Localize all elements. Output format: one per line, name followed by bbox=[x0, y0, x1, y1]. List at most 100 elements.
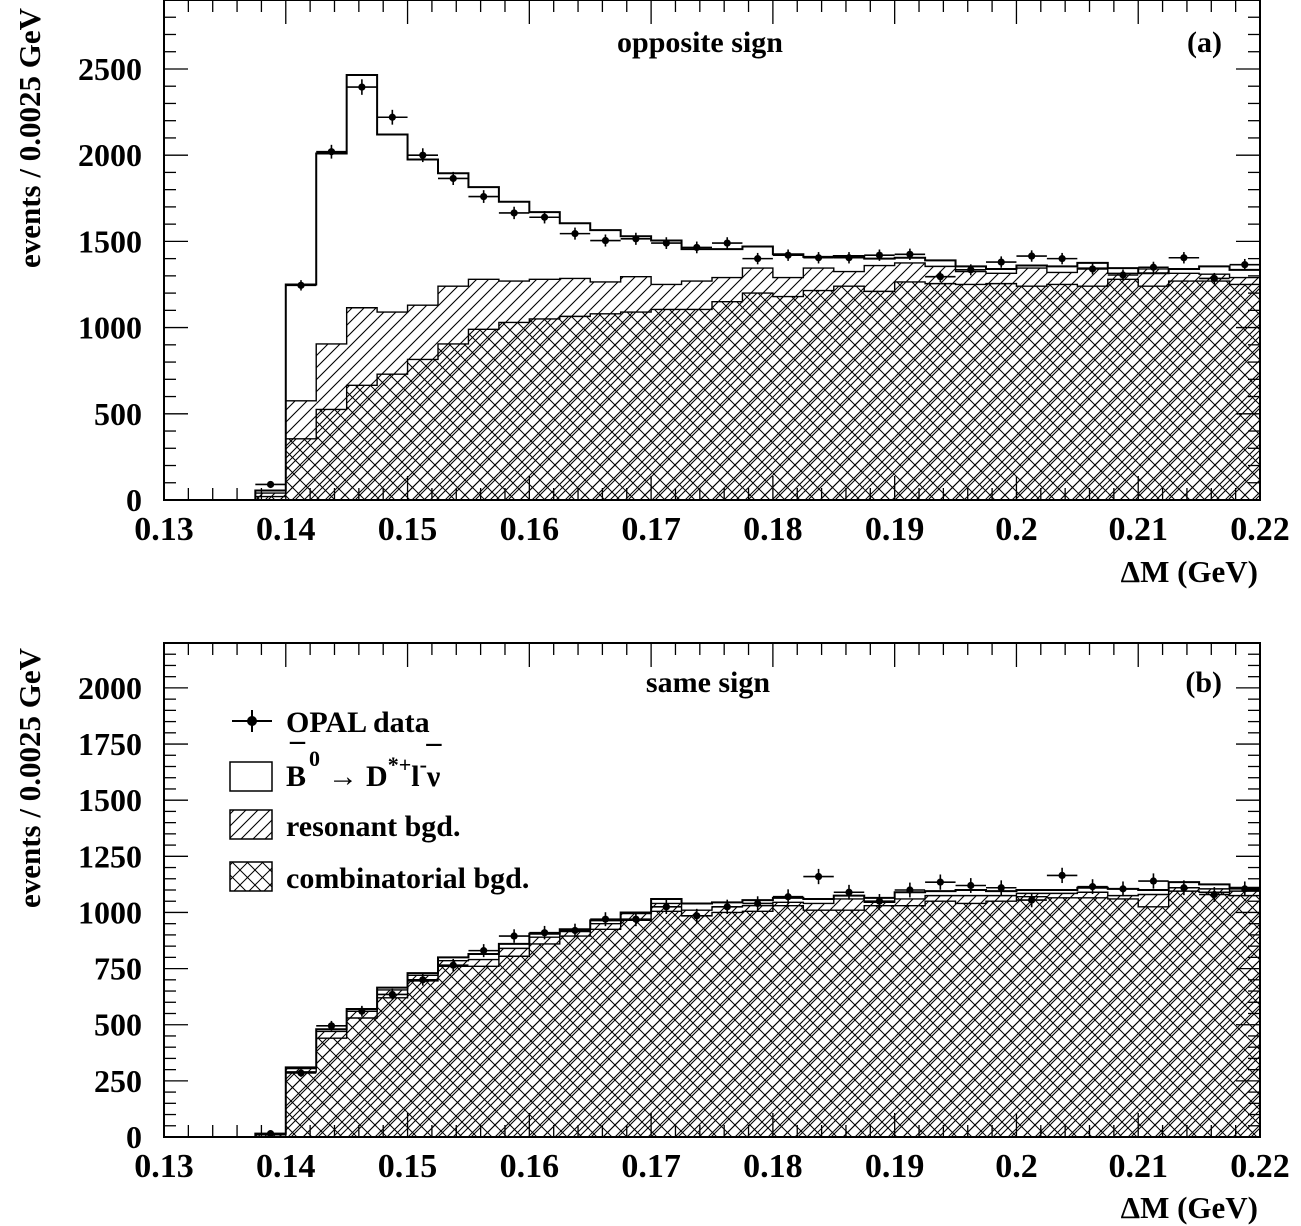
data-point bbox=[407, 148, 438, 163]
histogram-bin bbox=[468, 966, 499, 1137]
data-point bbox=[1016, 250, 1047, 262]
data-point bbox=[529, 211, 560, 224]
y-tick-label: 1000 bbox=[78, 894, 142, 930]
x-tick-label: 0.19 bbox=[865, 511, 925, 548]
data-point bbox=[620, 912, 652, 927]
data-points bbox=[255, 79, 1260, 489]
data-point bbox=[864, 894, 895, 909]
resonant-outline bbox=[254, 262, 1261, 500]
data-point bbox=[1138, 873, 1169, 889]
histogram-bin bbox=[1229, 895, 1260, 1137]
legend-label-data: OPAL data bbox=[286, 706, 430, 739]
histogram-bin bbox=[1199, 281, 1230, 500]
histogram-bin bbox=[438, 966, 469, 1137]
y-axis-title: events / 0.0025 GeV bbox=[12, 7, 47, 268]
data-point bbox=[346, 1005, 378, 1017]
legend-label-combinatorial: combinatorial bgd. bbox=[286, 862, 529, 895]
y-tick-label: 0 bbox=[126, 482, 142, 518]
histogram-bin bbox=[346, 1017, 378, 1137]
histogram-bin bbox=[529, 318, 560, 500]
y-axis-title: events / 0.0025 GeV bbox=[12, 647, 47, 908]
x-tick-label: 0.19 bbox=[865, 1148, 925, 1185]
histogram-bin bbox=[346, 385, 378, 500]
data-point bbox=[1107, 881, 1139, 897]
plot-frame bbox=[163, 0, 1261, 501]
histogram-bin bbox=[498, 956, 530, 1137]
data-point bbox=[1168, 252, 1200, 264]
x-tick-label: 0.16 bbox=[500, 511, 560, 548]
histogram-bin bbox=[894, 905, 926, 1137]
legend-label-signal: B¯ 0→ D*+l-ν¯ bbox=[286, 738, 442, 793]
x-tick-labels: 0.13 0.14 0.15 0.16 0.17 0.18 0.19 0.2 0.21 0.22 bbox=[134, 511, 1290, 548]
legend-label-resonant: resonant bgd. bbox=[286, 810, 461, 843]
y-tick-label: 2000 bbox=[78, 137, 142, 173]
data-point bbox=[377, 109, 408, 125]
data-point bbox=[1077, 263, 1108, 275]
plot-frame bbox=[163, 642, 1261, 1138]
histogram-bin bbox=[772, 296, 804, 500]
legend-item-signal: B¯ 0→ D*+l-ν¯ bbox=[229, 738, 442, 793]
y-tick-label: 1250 bbox=[78, 838, 142, 874]
data-point bbox=[285, 280, 317, 291]
x-tick-label: 0.13 bbox=[134, 1148, 194, 1185]
histogram-bin bbox=[925, 283, 956, 500]
x-tick-label: 0.2 bbox=[995, 1148, 1038, 1185]
x-tick-label: 0.22 bbox=[1230, 1148, 1290, 1185]
data-point bbox=[986, 880, 1017, 896]
histogram-bin bbox=[986, 283, 1017, 500]
histogram-bin bbox=[712, 912, 743, 1137]
x-tick-label: 0.18 bbox=[743, 1148, 803, 1185]
data-point bbox=[1199, 887, 1230, 902]
data-point bbox=[1107, 269, 1139, 281]
histogram-bin bbox=[1199, 892, 1230, 1137]
y-tick-label: 500 bbox=[94, 1007, 142, 1043]
combinatorial-outline bbox=[254, 890, 1261, 1137]
legend: OPAL data B¯ 0→ D*+l-ν¯ resonant bgd. comb… bbox=[229, 706, 529, 895]
x-axis-title: ΔM (GeV) bbox=[1121, 1190, 1258, 1225]
x-tick-label: 0.14 bbox=[256, 1148, 316, 1185]
signal-outline bbox=[254, 881, 1261, 1137]
histogram-bin bbox=[651, 309, 682, 500]
histogram-bin bbox=[742, 293, 773, 500]
axis-ticks bbox=[163, 642, 1261, 1138]
histogram-bin bbox=[1016, 286, 1047, 500]
histogram-bin bbox=[438, 343, 469, 500]
x-tick-label: 0.14 bbox=[256, 511, 316, 548]
panel-title: same sign bbox=[646, 666, 770, 699]
histogram-bin bbox=[407, 359, 438, 500]
x-tick-label: 0.15 bbox=[378, 511, 438, 548]
histogram-bin bbox=[1077, 897, 1108, 1137]
y-tick-label: 1500 bbox=[78, 223, 142, 259]
data-point bbox=[1229, 258, 1260, 271]
histogram-stack bbox=[254, 74, 1261, 501]
histogram-bin bbox=[468, 329, 499, 500]
data-point bbox=[681, 241, 712, 254]
x-axis-title: ΔM (GeV) bbox=[1121, 554, 1258, 589]
histogram-bin bbox=[255, 496, 286, 500]
histogram-bin bbox=[1138, 286, 1169, 500]
data-point bbox=[1016, 892, 1047, 908]
data-point bbox=[925, 271, 956, 283]
x-tick-label: 0.21 bbox=[1108, 1148, 1168, 1185]
histogram-bin bbox=[377, 374, 408, 500]
histogram-bin bbox=[498, 322, 530, 500]
data-point bbox=[346, 79, 378, 95]
histogram-bin bbox=[1138, 906, 1169, 1137]
data-point bbox=[255, 1130, 286, 1138]
x-tick-label: 0.21 bbox=[1108, 511, 1168, 548]
x-tick-labels: 0.13 0.14 0.15 0.16 0.17 0.18 0.19 0.2 0.21 0.22 bbox=[134, 1148, 1290, 1185]
histogram-bin bbox=[316, 1038, 347, 1137]
data-point bbox=[255, 480, 286, 489]
y-tick-label: 250 bbox=[94, 1063, 142, 1099]
x-tick-label: 0.16 bbox=[500, 1148, 560, 1185]
combinatorial-bgd-area bbox=[255, 891, 1260, 1137]
data-point bbox=[742, 896, 773, 911]
histogram-bin bbox=[925, 901, 956, 1137]
data-point bbox=[681, 908, 712, 923]
data-point bbox=[894, 882, 926, 898]
y-tick-labels: 0 500 1000 1500 2000 2500 bbox=[78, 51, 142, 518]
y-tick-label: 1750 bbox=[78, 726, 142, 762]
data-point bbox=[407, 973, 438, 986]
histogram-bin bbox=[1046, 897, 1078, 1137]
data-point bbox=[438, 958, 469, 972]
